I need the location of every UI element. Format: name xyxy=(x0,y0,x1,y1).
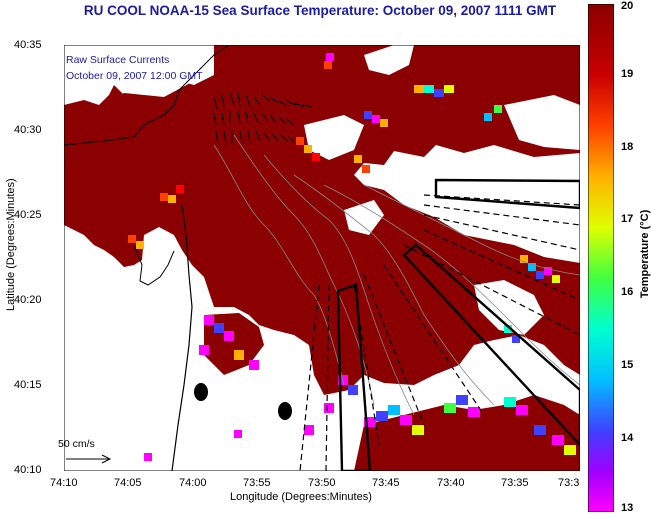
colorbar-label: Temperature (°C) xyxy=(639,209,651,299)
colorbar-tick: 13 xyxy=(621,502,634,514)
xtick-label: 74:10 xyxy=(50,477,78,489)
xtick-label: 74:00 xyxy=(179,477,207,489)
ytick-label: 40:25 xyxy=(14,209,42,221)
xtick-label: 73:3 xyxy=(558,477,580,489)
xtick-label: 73:45 xyxy=(372,477,400,489)
colorbar-tick: 18 xyxy=(621,141,634,153)
scale-arrow xyxy=(66,454,112,464)
colorbar-tick: 20 xyxy=(621,0,634,12)
ytick-label: 40:35 xyxy=(14,39,42,51)
legend-line-2: October 09, 2007 12:00 GMT xyxy=(66,70,203,82)
coastline-west xyxy=(64,45,230,146)
station-marker-1 xyxy=(194,383,208,401)
land-cutout-4 xyxy=(474,280,544,335)
x-axis-label: Longitude (Degrees:Minutes) xyxy=(230,491,372,503)
xtick-label: 73:50 xyxy=(308,477,336,489)
xtick-label: 73:55 xyxy=(243,477,271,489)
land-cutout-6 xyxy=(364,45,414,75)
land-cutout-2 xyxy=(304,115,364,160)
xtick-label: 73:35 xyxy=(501,477,529,489)
current-vectors xyxy=(213,92,313,146)
station-marker-2 xyxy=(278,402,292,420)
ytick-label: 40:20 xyxy=(14,294,42,306)
xtick-label: 74:05 xyxy=(114,477,142,489)
bathymetry-contours xyxy=(213,134,580,416)
survey-boxes xyxy=(336,178,580,471)
colorbar-tick: 15 xyxy=(621,359,634,371)
land-cutout-3 xyxy=(344,200,384,235)
ytick-label: 40:10 xyxy=(14,464,42,476)
y-axis-label: Latitude (Degrees:Minutes) xyxy=(5,178,17,311)
colorbar xyxy=(588,4,614,512)
land-cutout-5 xyxy=(504,95,580,150)
coastline-bay xyxy=(133,244,175,286)
sst-south-band xyxy=(144,313,580,471)
land-cutout-1 xyxy=(174,45,214,85)
colorbar-tick: 19 xyxy=(621,68,634,80)
colorbar-tick: 14 xyxy=(621,432,634,444)
colorbar-tick: 16 xyxy=(621,286,634,298)
sst-warm-patch-nw xyxy=(64,85,189,230)
sst-map xyxy=(64,45,580,471)
chart-title: RU COOL NOAA-15 Sea Surface Temperature:… xyxy=(83,3,557,18)
xtick-label: 73:40 xyxy=(437,477,465,489)
legend-line-1: Raw Surface Currents xyxy=(66,54,170,66)
coastline xyxy=(171,204,193,471)
ytick-label: 40:30 xyxy=(14,124,42,136)
scale-label: 50 cm/s xyxy=(58,438,95,450)
ytick-label: 40:15 xyxy=(14,379,42,391)
colorbar-tick: 17 xyxy=(621,213,634,225)
sst-edge-pixels xyxy=(128,53,560,343)
